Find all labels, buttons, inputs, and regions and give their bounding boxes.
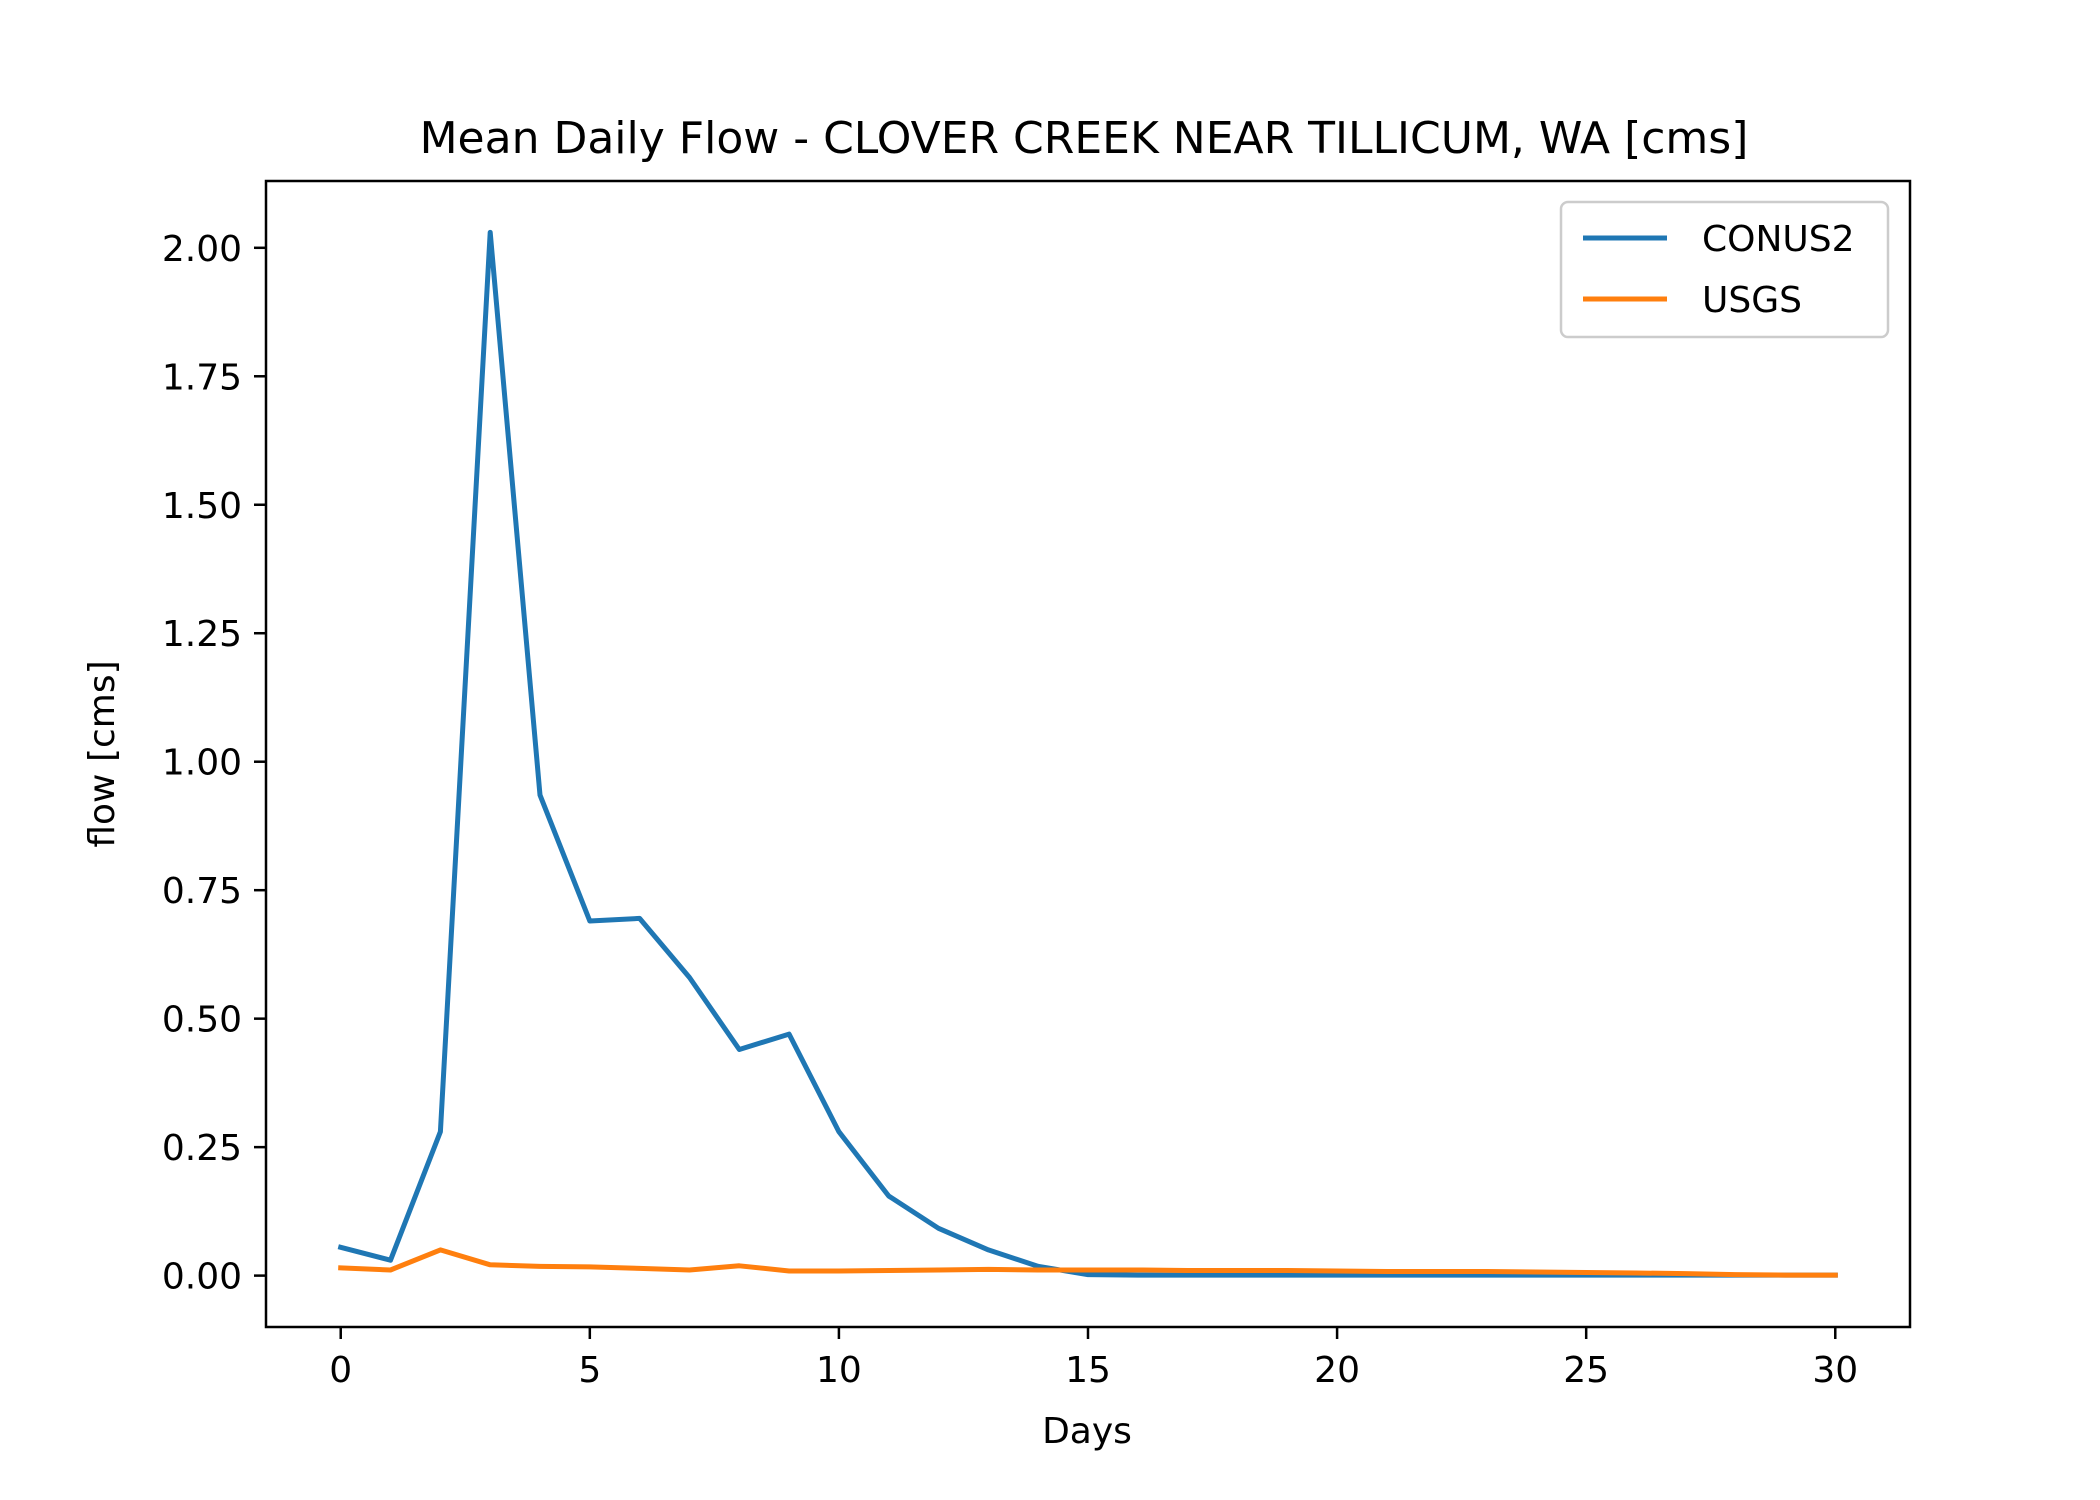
x-tick-label: 10 <box>816 1350 862 1391</box>
series-line-conus2 <box>337 229 1838 1278</box>
x-tick-label: 5 <box>578 1350 601 1391</box>
y-tick-label: 0.25 <box>162 1128 242 1169</box>
y-tick-label: 0.50 <box>162 1000 242 1041</box>
x-tick-label: 20 <box>1314 1350 1360 1391</box>
x-tick-label: 0 <box>329 1350 352 1391</box>
y-axis-label: flow [cms] <box>82 660 123 847</box>
y-tick-label: 0.00 <box>162 1257 242 1298</box>
legend-label-usgs: USGS <box>1702 280 1802 321</box>
series-layer <box>337 229 1838 1278</box>
x-tick-label: 15 <box>1065 1350 1111 1391</box>
y-tick-label: 1.75 <box>162 357 242 398</box>
x-axis-label: Days <box>1042 1411 1132 1452</box>
y-tick-label: 1.25 <box>162 614 242 655</box>
x-tick-label: 25 <box>1563 1350 1609 1391</box>
legend: CONUS2 USGS <box>1559 200 1890 339</box>
y-tick-label: 1.50 <box>162 486 242 527</box>
y-tick-label: 0.75 <box>162 871 242 912</box>
y-axis: 0.00 0.25 0.50 0.75 1.00 1.25 1.50 1.75 2.00 <box>162 229 266 1298</box>
legend-label-conus2: CONUS2 <box>1702 219 1855 260</box>
y-tick-label: 2.00 <box>162 229 242 270</box>
x-tick-label: 30 <box>1812 1350 1858 1391</box>
series-line-usgs <box>338 1247 1838 1278</box>
chart-title: Mean Daily Flow - CLOVER CREEK NEAR TILL… <box>420 113 1749 164</box>
x-axis: 0 5 10 15 20 25 30 <box>329 1327 1858 1391</box>
y-tick-label: 1.00 <box>162 743 242 784</box>
